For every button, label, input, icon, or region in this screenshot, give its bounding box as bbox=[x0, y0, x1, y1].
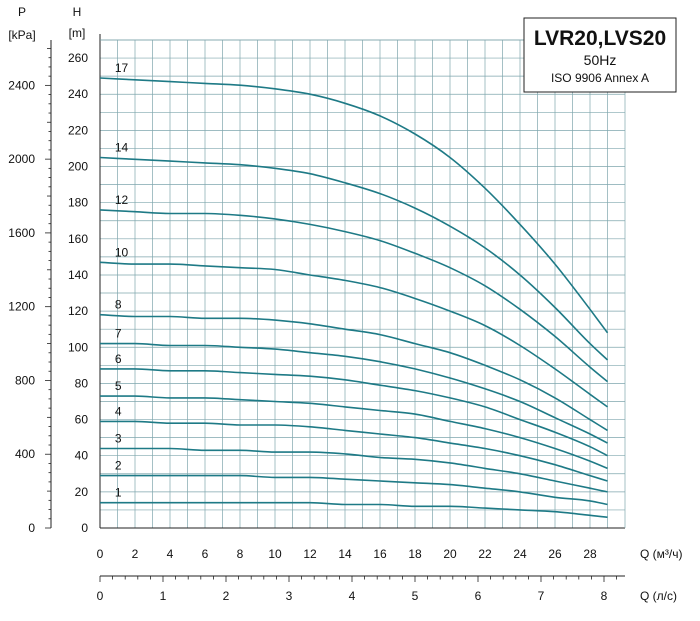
curve-label-stages-8: 8 bbox=[115, 298, 122, 312]
curve-stages-2 bbox=[100, 474, 608, 506]
x2-tick-label: 7 bbox=[538, 589, 545, 603]
curve-stages-12 bbox=[99, 209, 609, 383]
y2-tick-label: 0 bbox=[28, 521, 35, 535]
grid bbox=[100, 39, 625, 528]
curve-label-stages-14: 14 bbox=[115, 140, 129, 154]
y2-tick-label: 2000 bbox=[8, 152, 35, 166]
x-tick-label: 2 bbox=[132, 547, 139, 561]
x2-tick-label: 5 bbox=[412, 589, 419, 603]
x-axis-label: Q (м³/ч) bbox=[640, 547, 683, 561]
y-tick-label: 140 bbox=[68, 268, 88, 282]
x-tick-label: 28 bbox=[583, 547, 597, 561]
curve-stages-8 bbox=[99, 313, 608, 432]
curve-stages-5 bbox=[100, 395, 608, 470]
y-tick-label: 160 bbox=[68, 232, 88, 246]
y2-axis-label: P bbox=[18, 5, 26, 19]
y2-tick-label: 2400 bbox=[8, 78, 35, 92]
curve-label-stages-12: 12 bbox=[115, 193, 129, 207]
y-axis-label: H bbox=[73, 5, 82, 19]
x-tick-label: 22 bbox=[478, 547, 492, 561]
y-tick-label: 260 bbox=[68, 51, 88, 65]
x2-tick-label: 0 bbox=[97, 589, 104, 603]
y-tick-label: 40 bbox=[75, 449, 89, 463]
y-tick-label: 200 bbox=[68, 160, 88, 174]
y-tick-label: 180 bbox=[68, 196, 88, 210]
chart-title: LVR20,LVS20 bbox=[534, 27, 666, 50]
chart-standard: ISO 9906 Annex A bbox=[551, 71, 649, 85]
y-tick-label: 100 bbox=[68, 340, 88, 354]
curve-labels: 17 14 12 10 8 7 6 5 4 3 2 1 bbox=[115, 61, 129, 500]
x-tick-label: 16 bbox=[373, 547, 387, 561]
y-tick-label: 240 bbox=[68, 87, 88, 101]
x2-tick-label: 3 bbox=[286, 589, 293, 603]
curve-label-stages-6: 6 bbox=[115, 352, 122, 366]
y-axis-unit: [m] bbox=[69, 26, 86, 40]
x2-tick-label: 1 bbox=[160, 589, 167, 603]
y-tick-label: 80 bbox=[75, 376, 89, 390]
x-tick-label: 10 bbox=[268, 547, 282, 561]
y-tick-label: 20 bbox=[75, 485, 89, 499]
x-tick-label: 14 bbox=[338, 547, 352, 561]
axes: 0204060801001201401601802002202402600400… bbox=[8, 34, 626, 603]
x-tick-label: 6 bbox=[202, 547, 209, 561]
x-tick-label: 26 bbox=[548, 547, 562, 561]
curve-label-stages-1: 1 bbox=[115, 486, 122, 500]
y2-tick-label: 1200 bbox=[8, 300, 35, 314]
y2-tick-label: 1600 bbox=[8, 226, 35, 240]
curve-stages-14 bbox=[99, 156, 609, 361]
x-tick-label: 12 bbox=[303, 547, 317, 561]
x-tick-label: 8 bbox=[237, 547, 244, 561]
title-box-frame bbox=[523, 17, 677, 93]
x2-tick-label: 2 bbox=[223, 589, 230, 603]
x2-tick-label: 6 bbox=[475, 589, 482, 603]
y-tick-label: 120 bbox=[68, 304, 88, 318]
y-tick-label: 220 bbox=[68, 123, 88, 137]
curve-label-stages-7: 7 bbox=[115, 327, 122, 341]
curve-label-stages-3: 3 bbox=[115, 431, 122, 445]
curve-stages-4 bbox=[100, 420, 608, 482]
curve-stages-10 bbox=[99, 261, 608, 408]
title-box: LVR20,LVS20 50Hz ISO 9906 Annex A bbox=[523, 17, 677, 93]
y2-tick-label: 800 bbox=[15, 373, 35, 387]
x-tick-label: 18 bbox=[408, 547, 422, 561]
performance-curves bbox=[99, 77, 609, 518]
curve-stages-6 bbox=[100, 368, 608, 457]
chart-subtitle: 50Hz bbox=[584, 52, 617, 68]
x-tick-label: 20 bbox=[443, 547, 457, 561]
curve-label-stages-2: 2 bbox=[115, 459, 122, 473]
curve-stages-17 bbox=[99, 77, 609, 334]
y-tick-label: 0 bbox=[81, 521, 88, 535]
curve-label-stages-4: 4 bbox=[115, 404, 122, 418]
y-tick-label: 60 bbox=[75, 413, 89, 427]
curve-label-stages-10: 10 bbox=[115, 245, 129, 259]
curve-stages-7 bbox=[99, 342, 608, 444]
y2-axis-unit: [kPa] bbox=[8, 28, 35, 42]
curve-label-stages-5: 5 bbox=[115, 379, 122, 393]
y2-tick-label: 400 bbox=[15, 447, 35, 461]
x-tick-label: 0 bbox=[97, 547, 104, 561]
x2-axis-label: Q (л/с) bbox=[640, 589, 677, 603]
x-tick-label: 24 bbox=[513, 547, 527, 561]
curve-stages-3 bbox=[100, 447, 608, 493]
x-tick-label: 4 bbox=[167, 547, 174, 561]
x2-tick-label: 8 bbox=[601, 589, 608, 603]
curve-stages-1 bbox=[100, 501, 608, 518]
curve-label-stages-17: 17 bbox=[115, 61, 129, 75]
x2-tick-label: 4 bbox=[349, 589, 356, 603]
